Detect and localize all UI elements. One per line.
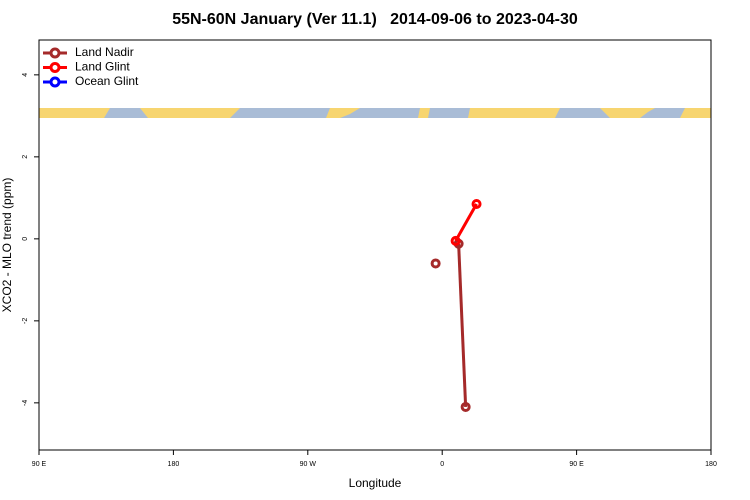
map-strip [39, 108, 711, 118]
x-tick-label: 90 E [32, 461, 47, 468]
y-tick-label: -2 [22, 318, 29, 324]
x-axis-label: Longitude [349, 476, 402, 490]
y-tick-label: -4 [22, 400, 29, 406]
x-tick-label: 90 W [300, 461, 317, 468]
legend-marker [49, 47, 61, 59]
x-tick-label: 0 [440, 461, 444, 468]
x-tick-label: 180 [705, 461, 717, 468]
series-line [457, 243, 468, 408]
legend-marker [49, 76, 61, 88]
legend-label: Ocean Glint [75, 74, 139, 88]
series-line [454, 203, 478, 242]
legend-label: Land Glint [75, 60, 130, 74]
data-point [430, 258, 441, 269]
plot-frame [38, 39, 712, 451]
legend-label: Land Nadir [75, 45, 134, 59]
x-tick-label: 90 E [569, 461, 584, 468]
data-point [460, 401, 471, 412]
y-tick-label: 2 [22, 155, 29, 159]
y-tick-label: 4 [22, 73, 29, 77]
legend-marker [49, 62, 61, 73]
y-axis-label: XCO2 - MLO trend (ppm) [0, 178, 14, 313]
y-tick-label: 0 [22, 237, 29, 241]
chart-title: 55N-60N January (Ver 11.1) 2014-09-06 to… [172, 11, 578, 28]
data-point [471, 199, 482, 209]
data-point [450, 235, 461, 246]
x-tick-label: 180 [168, 461, 180, 468]
